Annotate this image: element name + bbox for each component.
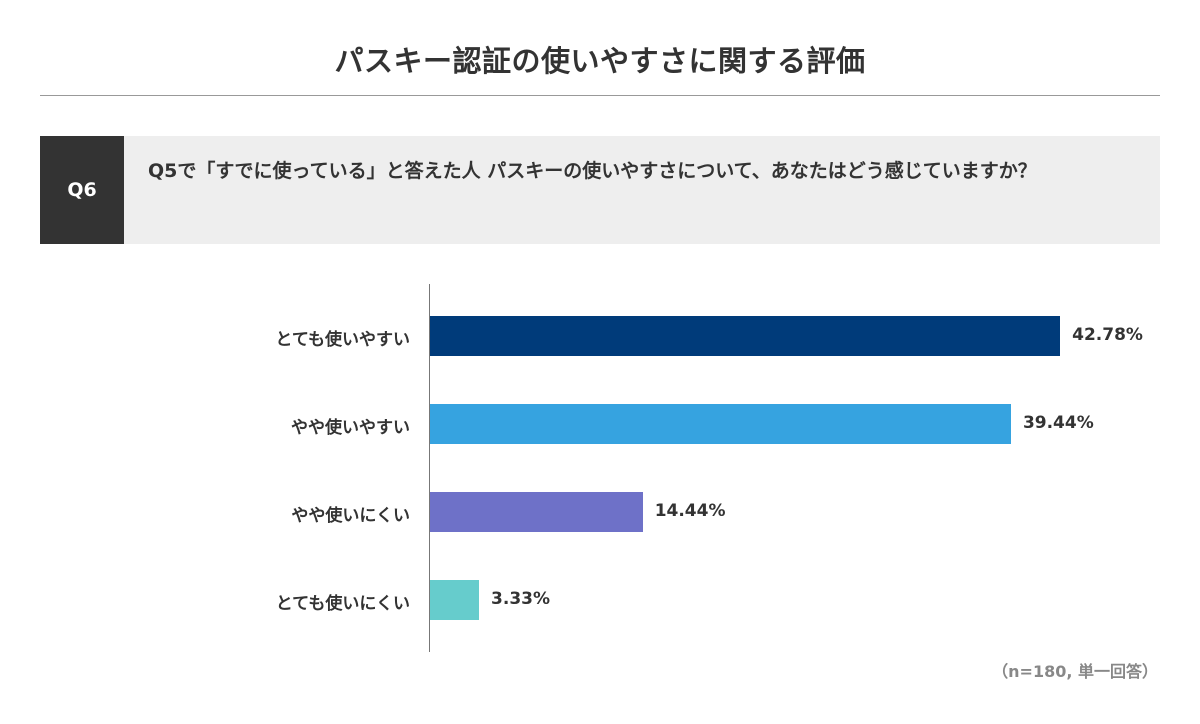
value-label: 42.78% — [1072, 325, 1143, 345]
chart-title: パスキー認証の使いやすさに関する評価 — [334, 44, 866, 78]
question-text: Q5で「すでに使っている」と答えた人 パスキーの使いやすさについて、あなたはどう… — [148, 160, 1037, 182]
category-label: とても使いやすい — [275, 330, 410, 350]
y-axis-line — [429, 284, 430, 652]
category-label: やや使いやすい — [291, 418, 410, 438]
title-divider — [40, 95, 1160, 96]
bar — [430, 492, 643, 532]
category-label: やや使いにくい — [291, 506, 410, 526]
value-label: 3.33% — [491, 589, 551, 609]
sample-note: （n=180, 単一回答） — [992, 662, 1158, 681]
value-label: 14.44% — [654, 501, 726, 521]
question-box: Q6 Q5で「すでに使っている」と答えた人 パスキーの使いやすさについて、あなた… — [40, 136, 1160, 244]
bar — [430, 404, 1011, 444]
question-number: Q6 — [40, 136, 124, 244]
category-label: とても使いにくい — [275, 594, 410, 614]
bar — [430, 316, 1061, 356]
bar — [430, 580, 480, 620]
value-label: 39.44% — [1022, 413, 1094, 433]
